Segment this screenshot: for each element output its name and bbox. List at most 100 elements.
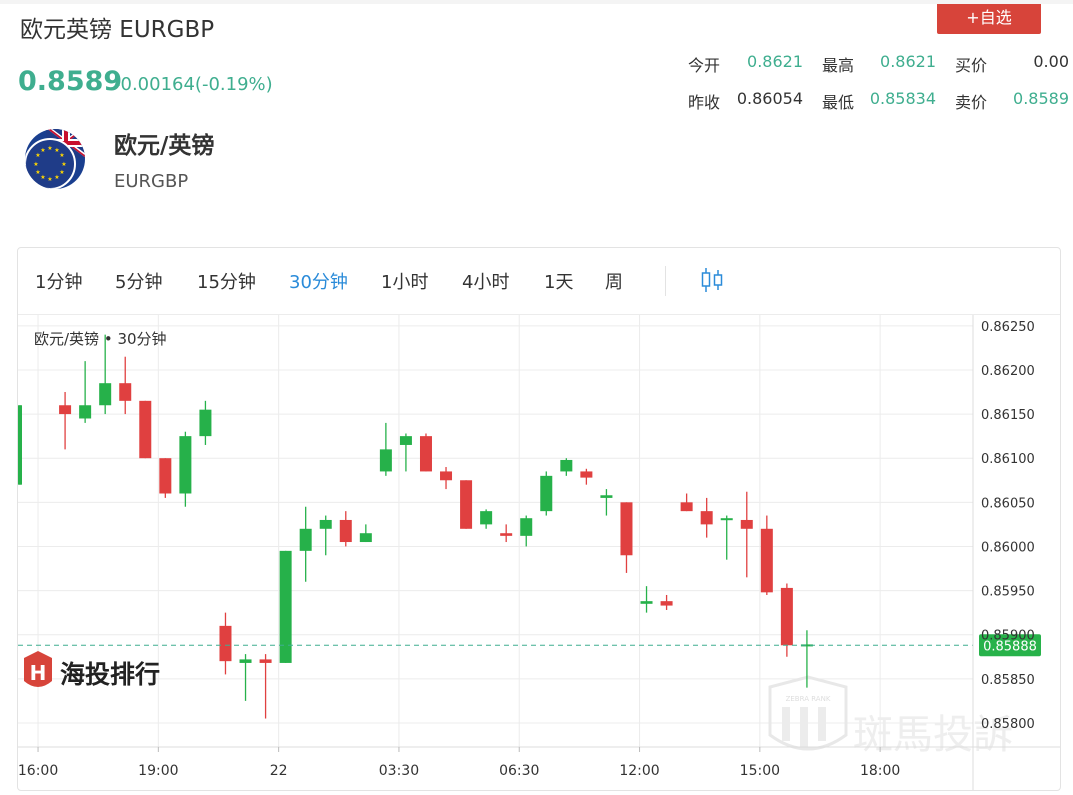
svg-text:★: ★ [33, 161, 38, 168]
tab-4hour[interactable]: 4小时 [462, 272, 510, 293]
candle[interactable] [379, 422, 392, 476]
candle[interactable] [139, 400, 152, 459]
candle-body [560, 459, 573, 472]
candle-body [279, 550, 292, 663]
chart-title: 欧元/英镑 • 30分钟 [34, 330, 167, 348]
tab-1hour[interactable]: 1小时 [381, 272, 429, 293]
tab-1day[interactable]: 1天 [544, 272, 574, 293]
svg-text:★: ★ [40, 174, 45, 181]
candle[interactable] [540, 471, 553, 516]
candle-body [620, 502, 633, 556]
candle[interactable] [299, 506, 312, 582]
candle[interactable] [119, 356, 132, 415]
candle[interactable] [159, 458, 172, 498]
candle-body [199, 409, 212, 437]
candle-body [59, 405, 72, 415]
quote-value-prev-close: 0.86054 [736, 89, 803, 108]
candle[interactable] [199, 400, 212, 445]
tab-week[interactable]: 周 [605, 272, 623, 293]
tab-30min[interactable]: 30分钟 [289, 272, 348, 293]
candle[interactable] [700, 497, 713, 538]
candle[interactable] [440, 467, 453, 490]
candle[interactable] [760, 515, 773, 595]
add-watchlist-button[interactable]: +自选 [937, 4, 1041, 34]
candle[interactable] [580, 468, 593, 485]
svg-text:★: ★ [59, 169, 64, 176]
candle[interactable] [179, 431, 192, 507]
candle-body [99, 383, 112, 406]
quote-grid: 今开 0.8621 最高 0.8621 买价 0.00 昨收 0.86054 最… [0, 47, 1073, 127]
y-tick-label: 0.86250 [981, 320, 1035, 335]
candle[interactable] [279, 550, 292, 663]
candle[interactable] [79, 361, 92, 423]
x-tick-label: 12:00 [619, 763, 659, 779]
candle[interactable] [680, 493, 693, 512]
candle-body [540, 475, 553, 512]
toolbar-divider [665, 266, 666, 296]
y-tick-label: 0.85800 [981, 717, 1035, 732]
x-tick-label: 15:00 [740, 763, 780, 779]
candle[interactable] [560, 458, 573, 476]
candle-series [18, 334, 813, 719]
candle-body [640, 601, 653, 604]
candle[interactable] [460, 480, 473, 529]
candle[interactable] [780, 583, 793, 657]
candle[interactable] [640, 586, 653, 613]
candle-body [520, 518, 533, 536]
candle-body [580, 471, 593, 478]
candle[interactable] [399, 433, 412, 472]
candle-body [780, 587, 793, 646]
candle[interactable] [99, 334, 112, 415]
candle[interactable] [800, 630, 813, 688]
quote-label-low: 最低 [822, 93, 855, 112]
candle-body [500, 533, 513, 536]
candlestick-chart[interactable]: ZEBRA RANK 斑馬投訴 0.85888 0.862500.862000.… [18, 315, 1061, 791]
candle[interactable] [319, 515, 332, 556]
x-axis: 16:00 19:00 22 03:30 06:30 12:00 15:00 18:00 [18, 746, 1060, 779]
candlestick-icon[interactable] [700, 266, 724, 294]
candle[interactable] [259, 654, 272, 719]
haitou-logo: H 海投排行 [24, 651, 160, 689]
candle[interactable] [339, 511, 352, 547]
candle[interactable] [720, 515, 733, 560]
candle[interactable] [520, 515, 533, 547]
candle[interactable] [480, 509, 493, 529]
quote-value-ask: 0.8589 [1013, 89, 1069, 108]
candle[interactable] [359, 524, 372, 543]
candle[interactable] [620, 502, 633, 573]
tab-15min[interactable]: 15分钟 [197, 272, 256, 293]
candle[interactable] [660, 594, 673, 610]
candle[interactable] [59, 392, 72, 450]
svg-text:★: ★ [47, 176, 52, 183]
chart-panel: 1分钟 5分钟 15分钟 30分钟 1小时 4小时 1天 周 ZEBRA RAN… [17, 247, 1061, 791]
quote-label-open: 今开 [688, 56, 721, 75]
candle-body [219, 625, 232, 662]
candle[interactable] [740, 491, 753, 578]
candle-body [460, 480, 473, 529]
eu-uk-flag-icon: ★ ★★ ★★★ ★★★ ★★★ [25, 129, 85, 189]
candle[interactable] [18, 405, 22, 485]
svg-text:★: ★ [47, 145, 52, 152]
candle-body [419, 436, 432, 472]
candle[interactable] [600, 489, 613, 516]
svg-text:★: ★ [54, 174, 59, 181]
candle[interactable] [239, 654, 252, 701]
tab-1min[interactable]: 1分钟 [35, 272, 83, 293]
candle-body [159, 458, 172, 494]
candle-body [700, 511, 713, 525]
candle[interactable] [419, 433, 432, 472]
candle[interactable] [500, 524, 513, 543]
candle-body [239, 659, 252, 663]
tab-5min[interactable]: 5分钟 [115, 272, 163, 293]
candle-body [299, 528, 312, 551]
current-price: 0.8589 [18, 66, 123, 97]
candle-body [720, 518, 733, 521]
quote-value-bid: 0.00 [1033, 52, 1069, 71]
y-tick-label: 0.86150 [981, 408, 1035, 423]
candle-body [740, 519, 753, 529]
candle-body [680, 502, 693, 512]
quote-value-open: 0.8621 [747, 52, 803, 71]
x-tick-label: 18:00 [860, 763, 900, 779]
candle[interactable] [219, 612, 232, 675]
quote-label-prev-close: 昨收 [688, 93, 721, 112]
